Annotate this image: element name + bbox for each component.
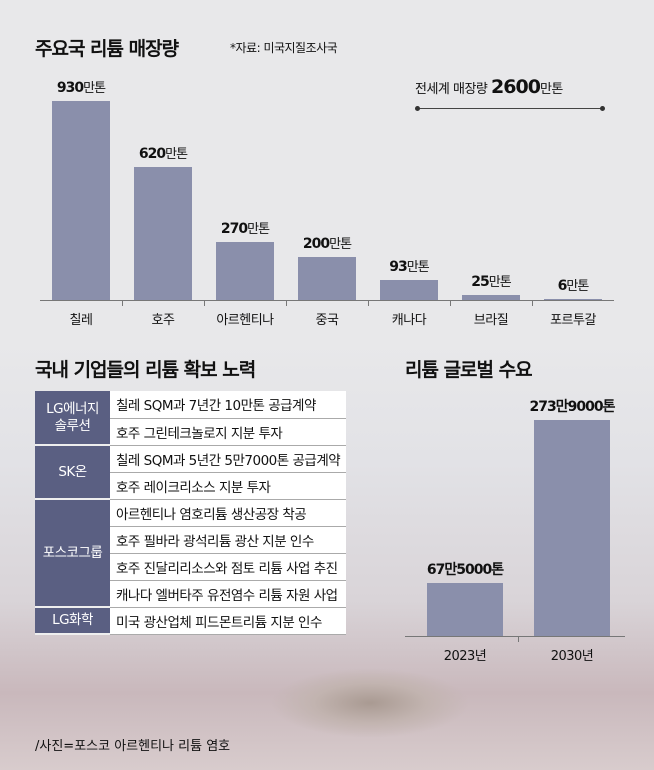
company-cell: SK온: [35, 445, 110, 500]
effort-cell: 칠레 SQM과 7년간 10만톤 공급계약: [110, 391, 347, 419]
line-dot: [415, 106, 420, 111]
category-label: 2023년: [443, 649, 487, 664]
effort-cell: 호주 필바라 광석리튬 광산 지분 인수: [110, 526, 347, 554]
table-row: 포스코그룹 아르헨티나 염호리튬 생산공장 착공: [35, 499, 347, 608]
company-cell: LG에너지 솔루션: [35, 391, 110, 446]
effort-cell: 캐나다 엘버타주 유전염수 리튬 자원 사업: [110, 580, 347, 608]
company-cell: 포스코그룹: [35, 499, 110, 608]
bar-칠레: [52, 100, 110, 300]
value-label: 25만톤: [471, 273, 511, 290]
bar-호주: [134, 167, 192, 300]
category-label: 호주: [151, 313, 175, 328]
line-dot: [600, 106, 605, 111]
table-row: SK온 칠레 SQM과 5년간 5만7000톤 공급계약: [35, 445, 347, 500]
world-total: 전세계 매장량 2600만톤: [415, 76, 563, 98]
axis-tick: [204, 300, 205, 306]
world-total-value: 2600: [491, 76, 541, 98]
category-label: 브라질: [473, 313, 509, 328]
source-note: *자료: 미국지질조사국: [230, 41, 338, 55]
category-label: 칠레: [69, 313, 93, 328]
category-label: 포르투갈: [550, 313, 596, 328]
demand-title: 리튬 글로벌 수요: [405, 359, 533, 381]
bar-2030년: [534, 419, 610, 636]
table-row: 호주 진달리리소스와 점토 리튬 사업 추진: [35, 553, 347, 581]
value-label: 273만9000톤: [529, 398, 616, 415]
table-row: LG화학 미국 광산업체 피드몬트리튬 지분 인수: [35, 607, 347, 635]
bar-중국: [298, 257, 356, 300]
value-label: 270만톤: [220, 221, 270, 238]
axis-tick: [518, 636, 519, 642]
bar-포르투갈: [544, 298, 602, 300]
bar-캐나다: [380, 280, 438, 300]
reserves-title: 주요국 리튬 매장량: [35, 38, 179, 60]
axis-tick: [368, 300, 369, 306]
effort-cell: 아르헨티나 염호리튬 생산공장 착공: [110, 499, 347, 527]
category-label: 2030년: [550, 649, 594, 664]
value-label: 200만톤: [302, 236, 352, 253]
effort-cell: 호주 레이크리소스 지분 투자: [110, 472, 347, 500]
effort-cell: 호주 진달리리소스와 점토 리튬 사업 추진: [110, 553, 347, 581]
table-row: LG에너지 솔루션 칠레 SQM과 7년간 10만톤 공급계약: [35, 391, 347, 446]
x-axis: [405, 636, 625, 637]
effort-cell: 호주 그린테크놀로지 지분 투자: [110, 418, 347, 446]
value-label: 6만톤: [557, 277, 590, 294]
category-label: 캐나다: [391, 313, 427, 328]
axis-tick: [286, 300, 287, 306]
bar-브라질: [462, 294, 520, 300]
photo-caption: /사진=포스코 아르헨티나 리튬 염호: [35, 739, 231, 754]
value-label: 67만5000톤: [426, 561, 504, 578]
table-row: 호주 필바라 광석리튬 광산 지분 인수: [35, 526, 347, 554]
world-total-unit: 만톤: [539, 82, 563, 97]
table-title: 국내 기업들의 리튬 확보 노력: [35, 359, 256, 381]
value-label: 93만톤: [389, 259, 429, 276]
efforts-table: LG에너지 솔루션 칠레 SQM과 7년간 10만톤 공급계약 호주 그린테크놀로지 …: [35, 391, 347, 635]
category-label: 중국: [315, 313, 339, 328]
x-axis: [40, 300, 614, 301]
effort-cell: 미국 광산업체 피드몬트리튬 지분 인수: [110, 607, 347, 635]
value-label: 930만톤: [56, 79, 106, 96]
world-total-label: 전세계 매장량: [415, 82, 488, 97]
company-cell: LG화학: [35, 607, 110, 635]
bar-2023년: [427, 582, 503, 636]
table-row: 호주 레이크리소스 지분 투자: [35, 472, 347, 500]
axis-tick: [532, 300, 533, 306]
table-row: 캐나다 엘버타주 유전염수 리튬 자원 사업: [35, 580, 347, 608]
effort-cell: 칠레 SQM과 5년간 5만7000톤 공급계약: [110, 445, 347, 473]
axis-tick: [122, 300, 123, 306]
salt-lake-photo: [270, 668, 470, 738]
bar-아르헨티나: [216, 242, 274, 300]
axis-tick: [450, 300, 451, 306]
category-label: 아르헨티나: [216, 313, 274, 328]
value-label: 620만톤: [138, 146, 188, 163]
total-line: [417, 108, 602, 109]
table-row: 호주 그린테크놀로지 지분 투자: [35, 418, 347, 446]
